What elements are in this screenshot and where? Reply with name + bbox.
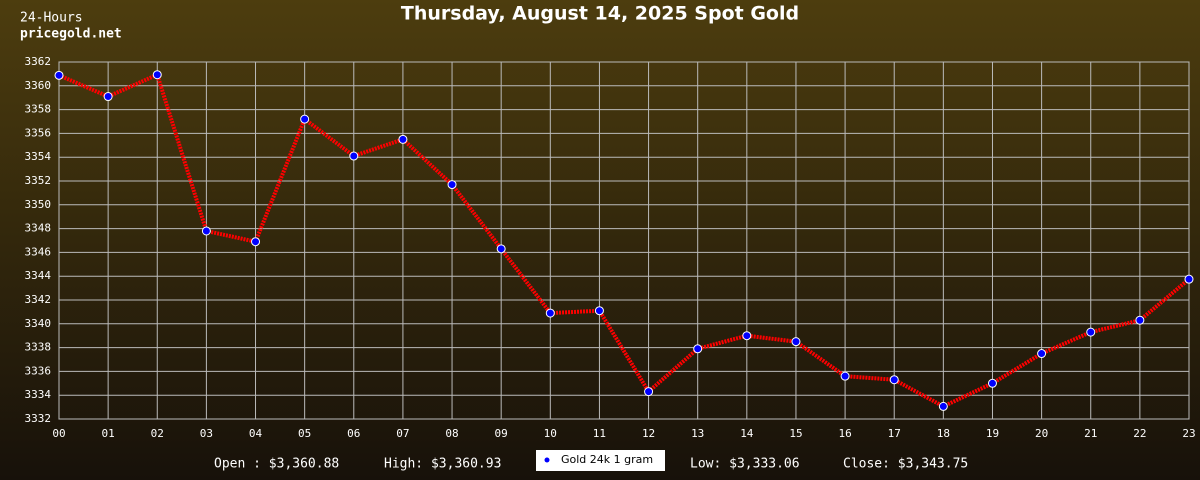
point — [644, 387, 654, 397]
x-tick-label: 04 — [249, 427, 263, 440]
x-tick-label: 22 — [1133, 427, 1146, 440]
point — [1037, 349, 1047, 359]
summary-text: High: $3,360.93 — [384, 457, 501, 472]
x-tick-label: 12 — [642, 427, 655, 440]
y-tick-label: 3348 — [25, 222, 52, 235]
x-tick-label: 10 — [544, 427, 557, 440]
x-tick-label: 19 — [986, 427, 999, 440]
y-tick-label: 3352 — [25, 174, 52, 187]
point — [152, 70, 162, 80]
y-tick-label: 3360 — [25, 79, 52, 92]
y-tick-label: 3354 — [25, 150, 52, 163]
point — [693, 344, 703, 354]
x-tick-label: 16 — [838, 427, 851, 440]
y-tick-label: 3336 — [25, 364, 52, 377]
chart-title: Thursday, August 14, 2025 Spot Gold — [401, 3, 799, 25]
x-tick-label: 13 — [691, 427, 704, 440]
summary-text: Low: $3,333.06 — [690, 457, 800, 472]
summary-text: Open : $3,360.88 — [214, 457, 339, 472]
x-tick-label: 11 — [593, 427, 606, 440]
x-tick-label: 00 — [52, 427, 65, 440]
point — [938, 401, 948, 411]
x-tick-label: 08 — [445, 427, 458, 440]
price-line — [58, 71, 1191, 409]
x-tick-label: 09 — [495, 427, 508, 440]
x-tick-label: 01 — [102, 427, 115, 440]
point — [791, 337, 801, 347]
y-tick-label: 3332 — [25, 412, 52, 425]
point — [1184, 274, 1194, 284]
point — [545, 308, 555, 318]
point — [889, 375, 899, 385]
point — [1135, 315, 1145, 325]
x-tick-label: 05 — [298, 427, 311, 440]
y-tick-label: 3356 — [25, 126, 52, 139]
point — [398, 134, 408, 144]
x-tick-label: 14 — [740, 427, 754, 440]
point — [103, 92, 113, 102]
point — [201, 226, 211, 236]
x-tick-label: 17 — [888, 427, 901, 440]
point — [1086, 327, 1096, 337]
point — [987, 378, 997, 388]
x-tick-label: 15 — [789, 427, 802, 440]
y-tick-label: 3362 — [25, 55, 52, 68]
y-tick-label: 3346 — [25, 245, 52, 258]
x-tick-label: 20 — [1035, 427, 1048, 440]
point — [496, 244, 506, 254]
point — [251, 237, 261, 247]
x-tick-label: 07 — [396, 427, 409, 440]
y-tick-label: 3340 — [25, 317, 52, 330]
x-tick-label: 03 — [200, 427, 213, 440]
point — [349, 151, 359, 161]
summary-text: Close: $3,343.75 — [843, 457, 968, 472]
y-tick-label: 3344 — [25, 269, 52, 282]
x-tick-label: 21 — [1084, 427, 1097, 440]
point — [54, 70, 64, 80]
corner-label: pricegold.net — [20, 27, 122, 42]
y-tick-label: 3338 — [25, 341, 52, 354]
y-tick-label: 3334 — [25, 388, 52, 401]
x-tick-label: 18 — [937, 427, 950, 440]
corner-label: 24-Hours — [20, 11, 83, 26]
point — [840, 371, 850, 381]
legend-box — [536, 450, 665, 471]
y-tick-label: 3350 — [25, 198, 52, 211]
x-tick-label: 23 — [1182, 427, 1195, 440]
point — [594, 306, 604, 316]
point — [447, 180, 457, 190]
legend-label: Gold 24k 1 gram — [561, 453, 653, 466]
y-tick-label: 3358 — [25, 103, 52, 116]
x-tick-label: 06 — [347, 427, 360, 440]
legend-marker — [544, 457, 550, 463]
y-tick-label: 3342 — [25, 293, 52, 306]
point — [300, 114, 310, 124]
point — [742, 331, 752, 341]
x-tick-label: 02 — [151, 427, 164, 440]
